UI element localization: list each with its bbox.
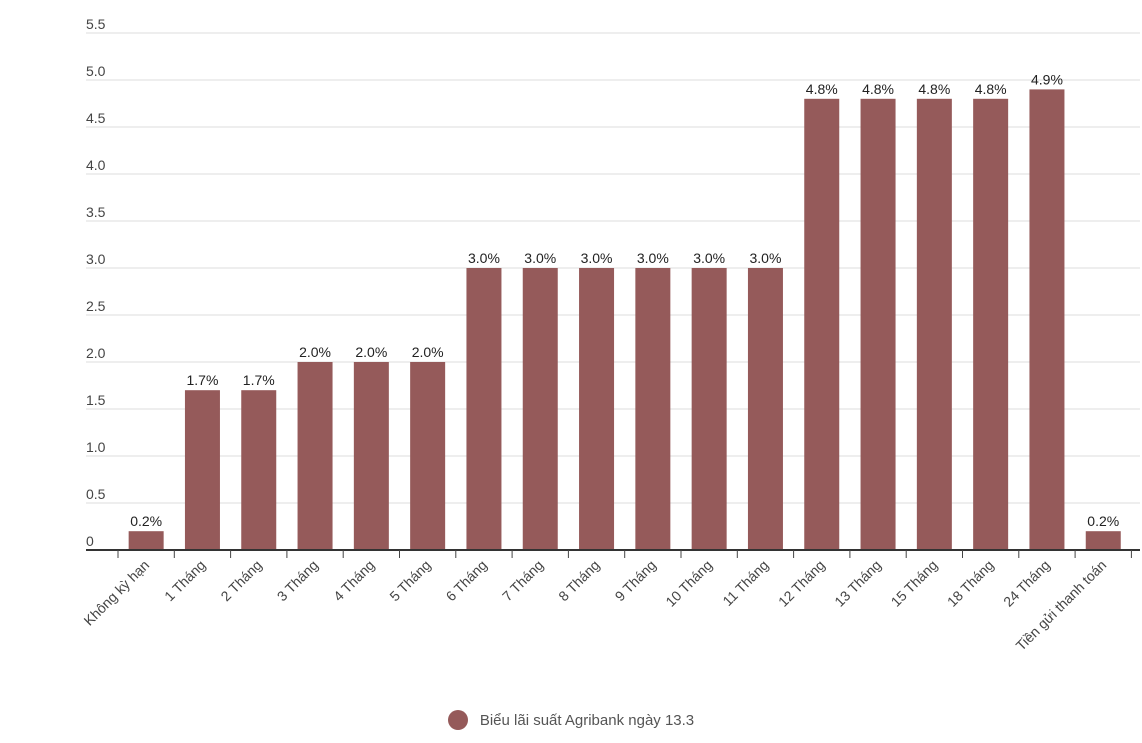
x-tick-label: 3 Tháng xyxy=(274,557,321,604)
data-label: 4.8% xyxy=(918,81,950,97)
y-tick-label: 2.5 xyxy=(86,298,106,314)
data-label: 3.0% xyxy=(637,250,669,266)
y-tick-label: 3.5 xyxy=(86,204,106,220)
y-tick-label: 2.0 xyxy=(86,345,106,361)
data-label: 2.0% xyxy=(355,344,387,360)
data-label: 0.2% xyxy=(1087,513,1119,529)
y-tick-label: 5.5 xyxy=(86,16,106,32)
y-tick-label: 4.0 xyxy=(86,157,106,173)
bar xyxy=(691,268,727,550)
x-tick-label: 7 Tháng xyxy=(499,557,546,604)
bar xyxy=(860,98,896,551)
x-tick-label: 6 Tháng xyxy=(443,557,490,604)
bar xyxy=(1085,531,1121,550)
data-label: 1.7% xyxy=(186,372,218,388)
bar xyxy=(522,268,558,550)
x-tick-label: Không kỳ hạn xyxy=(80,557,152,629)
x-tick-label: 8 Tháng xyxy=(555,557,602,604)
bar xyxy=(410,362,446,550)
data-label: 2.0% xyxy=(299,344,331,360)
y-tick-label: 0 xyxy=(86,533,94,549)
x-tick-label: 24 Tháng xyxy=(1000,557,1053,610)
data-label: 4.8% xyxy=(862,81,894,97)
data-label: 1.7% xyxy=(243,372,275,388)
data-label: 3.0% xyxy=(749,250,781,266)
bar xyxy=(804,98,840,551)
y-tick-label: 5.0 xyxy=(86,63,106,79)
bar xyxy=(579,268,615,550)
bar xyxy=(973,98,1009,551)
bar xyxy=(241,390,277,550)
bar xyxy=(1029,89,1065,551)
data-label: 4.9% xyxy=(1031,71,1063,87)
bar xyxy=(297,362,333,550)
data-label: 3.0% xyxy=(524,250,556,266)
x-tick-label: 10 Tháng xyxy=(662,557,715,610)
y-tick-label: 4.5 xyxy=(86,110,106,126)
x-tick-label: 15 Tháng xyxy=(888,557,941,610)
y-tick-label: 1.0 xyxy=(86,439,106,455)
x-tick-label: 4 Tháng xyxy=(330,557,377,604)
bar xyxy=(635,268,671,550)
legend: Biểu lãi suất Agribank ngày 13.3 xyxy=(0,710,1142,730)
bar xyxy=(128,531,164,550)
x-tick-label: 2 Tháng xyxy=(217,557,264,604)
bar-chart: 0 0.5 1.0 1.5 2.0 2.5 3.0 3.5 4.0 4.5 5.0 5.5 0.2% 1.… xyxy=(80,16,1140,654)
bar xyxy=(747,268,783,550)
y-tick-label: 3.0 xyxy=(86,251,106,267)
x-tick-label: 1 Tháng xyxy=(161,557,208,604)
bar xyxy=(184,390,220,550)
legend-label: Biểu lãi suất Agribank ngày 13.3 xyxy=(479,711,695,729)
y-tick-label: 1.5 xyxy=(86,392,106,408)
bar xyxy=(466,268,502,550)
bar xyxy=(916,98,952,551)
legend-swatch xyxy=(447,710,468,730)
x-tick-label: 9 Tháng xyxy=(612,557,659,604)
data-label: 3.0% xyxy=(468,250,500,266)
data-label: 4.8% xyxy=(806,81,838,97)
x-tick-label: 12 Tháng xyxy=(775,557,828,610)
x-tick-label: 5 Tháng xyxy=(386,557,433,604)
data-label: 0.2% xyxy=(130,513,162,529)
data-label: 3.0% xyxy=(693,250,725,266)
x-tick-label: 11 Tháng xyxy=(719,557,771,609)
bar xyxy=(353,362,389,550)
data-label: 2.0% xyxy=(412,344,444,360)
data-label: 3.0% xyxy=(581,250,613,266)
x-tick-label: 13 Tháng xyxy=(831,557,884,610)
x-tick-label: 18 Tháng xyxy=(944,557,997,610)
y-tick-label: 0.5 xyxy=(86,486,106,502)
data-label: 4.8% xyxy=(975,81,1007,97)
